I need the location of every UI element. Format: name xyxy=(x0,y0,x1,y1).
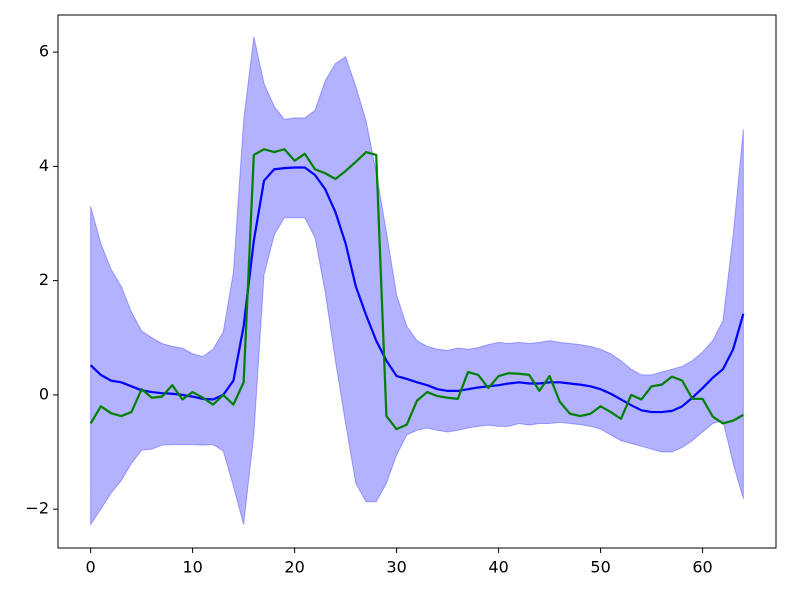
x-tick-label: 50 xyxy=(590,558,610,577)
x-tick-label: 60 xyxy=(692,558,712,577)
x-tick-label: 0 xyxy=(86,558,96,577)
x-tick-label: 10 xyxy=(182,558,202,577)
confidence-band xyxy=(90,36,744,527)
y-tick-label: −2 xyxy=(25,499,49,518)
y-tick-label: 6 xyxy=(39,42,49,61)
line xyxy=(89,166,745,414)
x-tick-label: 30 xyxy=(386,558,406,577)
line xyxy=(89,148,744,431)
y-tick-label: 4 xyxy=(39,156,49,175)
plot-frame xyxy=(57,14,777,549)
x-tick-label: 20 xyxy=(284,558,304,577)
x-tick-label: 40 xyxy=(488,558,508,577)
y-tick-label: 2 xyxy=(39,270,49,289)
y-tick-label: 0 xyxy=(39,384,49,403)
